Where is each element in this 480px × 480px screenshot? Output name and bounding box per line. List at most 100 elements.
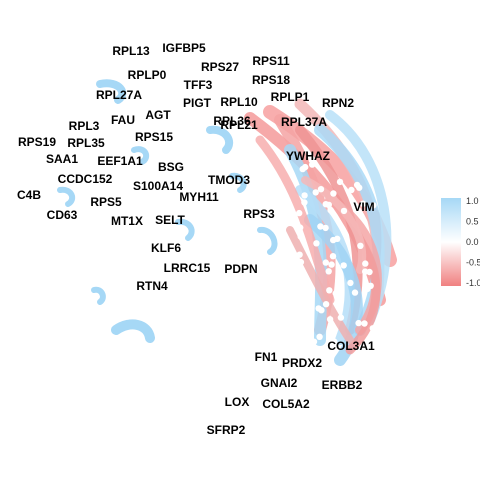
correlation-edge [57, 186, 76, 207]
node-dot [351, 289, 359, 296]
gene-label-rps19: RPS19 [18, 135, 56, 149]
correlation-edge [284, 144, 328, 346]
gene-label-cd63: CD63 [47, 208, 78, 222]
gene-label-selt: SELT [155, 213, 185, 227]
correlation-edge [206, 125, 234, 154]
node-dot [301, 192, 308, 199]
node-dot [302, 163, 309, 171]
node-dot [308, 157, 315, 164]
node-dot [362, 260, 369, 267]
correlation-edge [345, 235, 381, 355]
node-dot [337, 314, 345, 321]
gene-label-rps18: RPS18 [252, 73, 290, 87]
legend-ticks: 1.0 0.5 0.0 -0.5 -1.0 [466, 196, 480, 288]
node-dot [297, 233, 304, 240]
gene-label-sfrp2: SFRP2 [207, 423, 246, 437]
legend-colorbar [441, 198, 461, 286]
node-dot [297, 258, 305, 266]
gene-label-igfbp5: IGFBP5 [162, 41, 206, 55]
node-dot [329, 253, 337, 260]
gene-label-rpl36: RPL36 [213, 114, 251, 128]
correlation-edge [175, 218, 195, 241]
node-dot [327, 207, 334, 214]
gene-label-tmod3: TMOD3 [208, 173, 250, 187]
node-dot [302, 307, 309, 314]
gene-label-rps3: RPS3 [243, 207, 275, 221]
node-dot [318, 307, 325, 314]
gene-label-rpl13: RPL13 [112, 44, 150, 58]
correlation-edge [131, 146, 150, 165]
node-dot [370, 202, 377, 209]
node-dot [313, 240, 320, 247]
gene-label-tff3: TFF3 [184, 78, 213, 92]
gene-label-gnai2: GNAI2 [261, 376, 298, 390]
node-dot [371, 341, 378, 348]
node-dot [331, 338, 338, 345]
node-dot [364, 285, 371, 292]
gene-label-rpn2: RPN2 [322, 96, 354, 110]
node-dot [326, 316, 334, 323]
node-dot [296, 270, 303, 278]
node-dot [355, 319, 362, 327]
node-dot-layer [296, 157, 378, 352]
gene-label-layer: RPL13 IGFBP5 RPS27 RPS11 RPLP0 RPS18 TFF3 RPL27… [17, 41, 375, 437]
gene-label-prdx2: PRDX2 [282, 356, 322, 370]
node-dot [322, 259, 329, 266]
legend-tick-label: 1.0 [466, 196, 479, 206]
gene-label-fau: FAU [111, 113, 135, 127]
gene-label-rpl37a: RPL37A [281, 115, 327, 129]
node-dot [340, 207, 348, 215]
correlation-edge [229, 172, 247, 193]
gene-label-rpl27a: RPL27A [96, 88, 142, 102]
node-dot [359, 200, 367, 207]
gene-label-rpl3: RPL3 [69, 119, 100, 133]
node-dot [296, 251, 303, 258]
node-dot [316, 333, 323, 340]
gene-label-rps15: RPS15 [135, 130, 173, 144]
gene-label-rplp1: RPLP1 [271, 90, 310, 104]
gene-label-rps5: RPS5 [90, 195, 122, 209]
legend-tick-label: -1.0 [466, 278, 480, 288]
legend-tick-label: 0.5 [466, 217, 479, 227]
node-dot [299, 324, 306, 331]
gene-label-lox: LOX [225, 395, 250, 409]
gene-label-rps27: RPS27 [201, 60, 239, 74]
gene-label-agt: AGT [145, 108, 171, 122]
node-dot [326, 287, 333, 294]
gene-label-fn1: FN1 [255, 350, 278, 364]
node-dot [336, 178, 344, 186]
gene-label-pdpn: PDPN [224, 262, 257, 276]
gene-label-ccdc152: CCDC152 [58, 172, 113, 186]
gene-label-saa1: SAA1 [46, 152, 78, 166]
correlation-edge [111, 319, 155, 343]
legend-tick-label: -0.5 [466, 258, 480, 268]
color-legend: 1.0 0.5 0.0 -0.5 -1.0 [441, 196, 480, 288]
gene-label-mt1x: MT1X [111, 214, 143, 228]
gene-label-rpl21: RPL21 [220, 118, 258, 132]
gene-label-rps11: RPS11 [252, 54, 290, 68]
node-dot [296, 209, 303, 217]
node-dot [328, 261, 335, 268]
node-dot [356, 184, 363, 191]
correlation-edge [255, 135, 335, 305]
gene-label-eef1a1: EEF1A1 [97, 154, 143, 168]
gene-label-s100a14: S100A14 [133, 179, 183, 193]
gene-label-c4b: C4B [17, 188, 41, 202]
correlation-edge [257, 226, 278, 255]
node-dot [297, 224, 304, 231]
node-dot [330, 236, 337, 244]
node-dot [322, 301, 330, 308]
correlation-edge [286, 226, 354, 344]
node-dot [330, 190, 337, 197]
node-dot [325, 268, 332, 275]
node-dot [322, 224, 329, 232]
node-dot [317, 186, 325, 193]
gene-label-rtn4: RTN4 [136, 279, 168, 293]
gene-label-lrrc15: LRRC15 [164, 261, 211, 275]
gene-label-erbb2: ERBB2 [322, 378, 363, 392]
node-dot [301, 199, 308, 206]
node-dot [347, 279, 354, 287]
correlation-edge [91, 286, 106, 305]
correlation-edge [96, 79, 127, 104]
